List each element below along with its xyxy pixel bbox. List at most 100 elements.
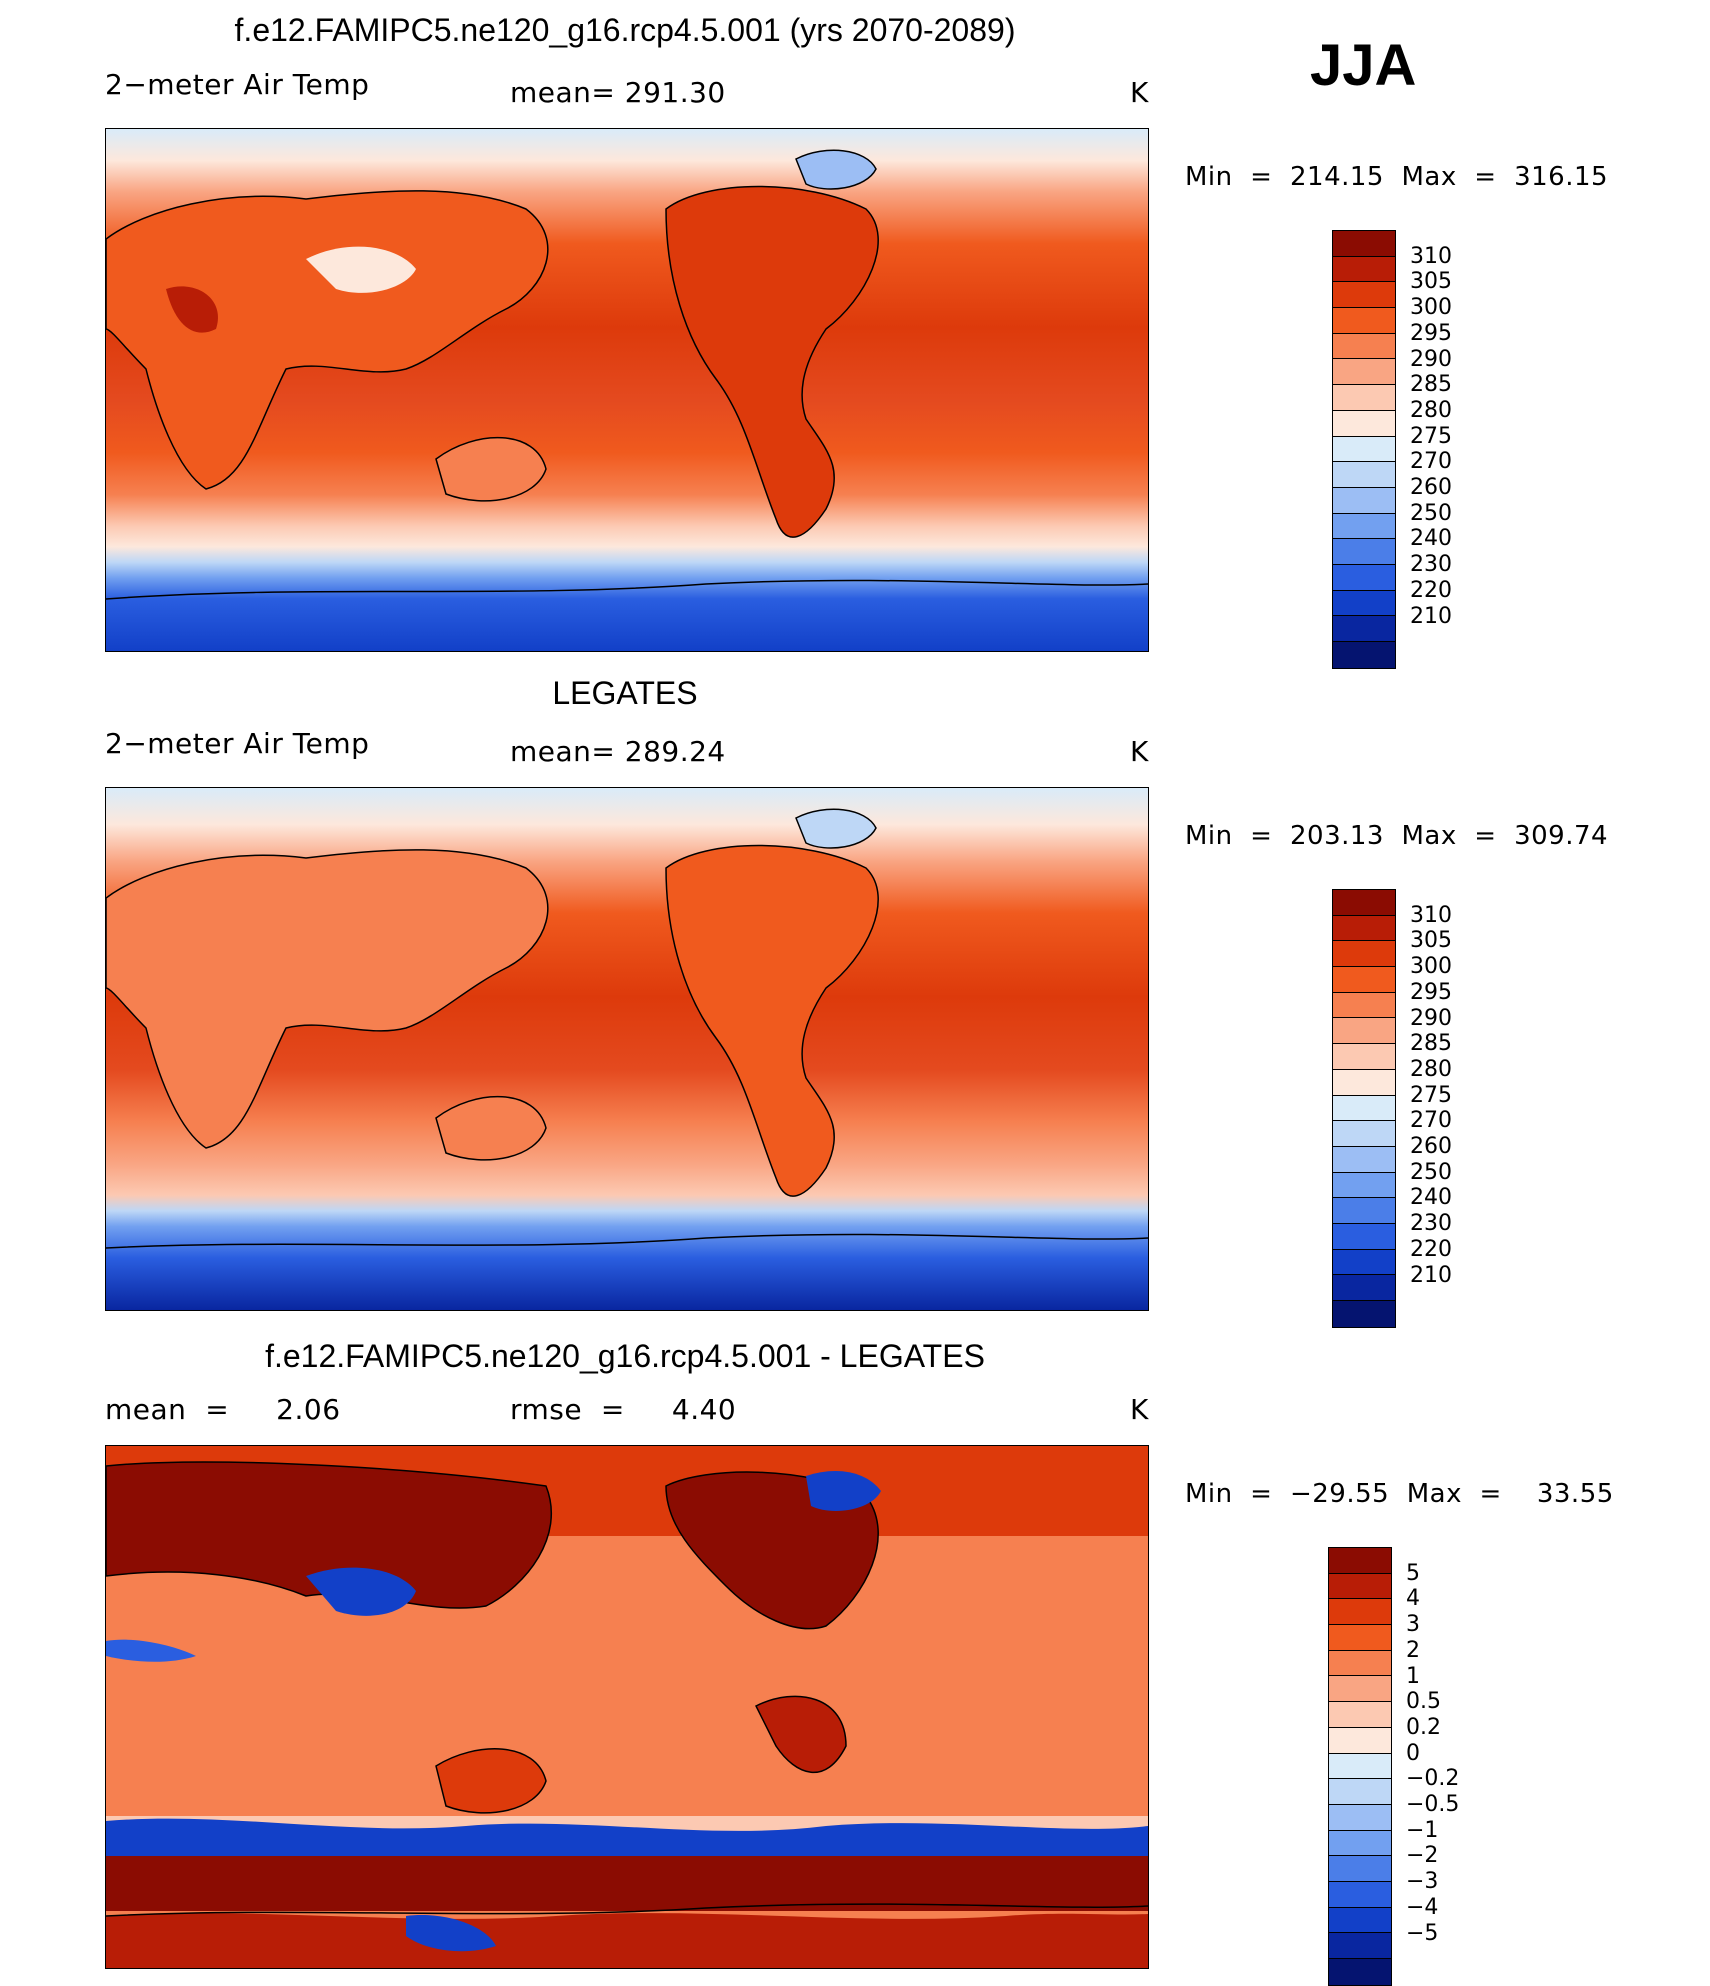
colorbar-tick-label: 3 [1406, 1612, 1420, 1638]
colorbar-swatch [1329, 1676, 1391, 1703]
colorbar-swatch [1333, 1223, 1395, 1250]
panel-3-difference-map [105, 1445, 1149, 1969]
colorbar-tick-label: 295 [1410, 320, 1452, 346]
colorbar-tick-label: −0.2 [1406, 1766, 1460, 1792]
colorbar-tick-label: 305 [1410, 928, 1452, 954]
colorbar-swatch [1329, 1881, 1391, 1908]
colorbar-swatch [1333, 642, 1395, 668]
colorbar-swatch [1333, 1275, 1395, 1301]
colorbar-swatch [1333, 915, 1395, 942]
colorbar-swatch [1333, 1069, 1395, 1096]
colorbar-swatch [1333, 992, 1395, 1019]
colorbar-swatch [1333, 231, 1395, 257]
colorbar-tick-label: −2 [1406, 1843, 1439, 1869]
colorbar-swatch [1333, 1095, 1395, 1122]
colorbar-tick-label: 310 [1410, 243, 1452, 269]
colorbar-tick-label: 210 [1410, 603, 1452, 629]
colorbar-swatch [1329, 1779, 1391, 1805]
colorbar-swatch [1333, 487, 1395, 514]
season-label: JJA [1310, 33, 1417, 98]
colorbar-tick-label: 290 [1410, 346, 1452, 372]
colorbar-tick-label: 280 [1410, 1056, 1452, 1082]
panel-3-mean-label: mean = 2.06 [105, 1393, 341, 1426]
colorbar-swatch [1333, 941, 1395, 968]
panel-3-minmax: Min = −29.55 Max = 33.55 [1185, 1479, 1614, 1509]
colorbar-swatch [1329, 1959, 1391, 1985]
colorbar-swatch [1333, 1121, 1395, 1147]
panel-2-mean-label: mean= 289.24 [510, 735, 726, 768]
panel-2-title: LEGATES [552, 675, 698, 711]
colorbar-tick-label: 260 [1410, 1134, 1452, 1159]
colorbar-swatch [1333, 1198, 1395, 1224]
colorbar-swatch [1333, 410, 1395, 437]
colorbar-tick-label: 270 [1410, 449, 1452, 475]
colorbar-tick-label: 250 [1410, 1159, 1452, 1185]
colorbar-tick-label: 230 [1410, 552, 1452, 578]
colorbar-tick-label: 290 [1410, 1005, 1452, 1031]
colorbar-tick-label: 240 [1410, 1185, 1452, 1211]
colorbar-swatch [1333, 359, 1395, 386]
colorbar-tick-label: 220 [1410, 577, 1452, 603]
colorbar-swatch [1333, 1018, 1395, 1045]
colorbar-tick-label: 5 [1406, 1560, 1420, 1586]
colorbar-tick-label: 0.2 [1406, 1714, 1441, 1740]
panel-3-colorbar [1328, 1547, 1392, 1986]
colorbar-tick-label: 210 [1410, 1262, 1452, 1288]
colorbar-tick-label: −1 [1406, 1817, 1439, 1843]
colorbar-swatch [1333, 890, 1395, 916]
colorbar-swatch [1333, 308, 1395, 334]
colorbar-swatch [1333, 1249, 1395, 1276]
colorbar-tick-label: 4 [1406, 1586, 1420, 1612]
colorbar-swatch [1329, 1599, 1391, 1626]
colorbar-swatch [1333, 1301, 1395, 1327]
colorbar-swatch [1333, 462, 1395, 488]
colorbar-swatch [1333, 616, 1395, 642]
colorbar-swatch [1333, 282, 1395, 309]
colorbar-swatch [1329, 1753, 1391, 1780]
colorbar-swatch [1333, 333, 1395, 360]
colorbar-tick-label: 1 [1406, 1663, 1420, 1689]
colorbar-tick-label: 310 [1410, 902, 1452, 928]
colorbar-tick-label: 300 [1410, 954, 1452, 980]
colorbar-tick-label: 275 [1410, 1082, 1452, 1108]
panel-1-colorbar [1332, 230, 1396, 669]
colorbar-swatch [1329, 1650, 1391, 1677]
colorbar-swatch [1329, 1727, 1391, 1754]
colorbar-swatch [1333, 385, 1395, 411]
colorbar-swatch [1329, 1573, 1391, 1600]
colorbar-tick-label: 275 [1410, 423, 1452, 449]
panel-1-units-label: K [1130, 76, 1149, 109]
colorbar-tick-label: 260 [1410, 475, 1452, 500]
colorbar-tick-label: −5 [1406, 1920, 1439, 1946]
panel-2-colorbar [1332, 889, 1396, 1328]
colorbar-swatch [1333, 967, 1395, 993]
colorbar-tick-label: −3 [1406, 1869, 1439, 1895]
panel-3-title: f.e12.FAMIPC5.ne120_g16.rcp4.5.001 - LEG… [265, 1338, 985, 1374]
colorbar-swatch [1333, 513, 1395, 540]
panel-3-rmse-label: rmse = 4.40 [510, 1393, 737, 1426]
colorbar-tick-label: 250 [1410, 500, 1452, 526]
colorbar-tick-label: 220 [1410, 1236, 1452, 1262]
colorbar-tick-label: 0 [1406, 1740, 1420, 1766]
colorbar-swatch [1333, 436, 1395, 463]
colorbar-tick-label: 240 [1410, 526, 1452, 552]
colorbar-swatch [1329, 1856, 1391, 1882]
colorbar-tick-label: 230 [1410, 1211, 1452, 1237]
panel-1-mean-label: mean= 291.30 [510, 76, 726, 109]
panel-1-minmax: Min = 214.15 Max = 316.15 [1185, 162, 1609, 192]
colorbar-swatch [1329, 1907, 1391, 1934]
colorbar-tick-label: 300 [1410, 295, 1452, 321]
panel-2-observed-temperature-map [105, 787, 1149, 1311]
colorbar-swatch [1333, 256, 1395, 283]
colorbar-swatch [1333, 1146, 1395, 1173]
colorbar-tick-label: 0.5 [1406, 1689, 1441, 1715]
panel-1-title: f.e12.FAMIPC5.ne120_g16.rcp4.5.001 (yrs … [234, 12, 1016, 48]
colorbar-swatch [1333, 590, 1395, 617]
colorbar-tick-label: 305 [1410, 269, 1452, 295]
colorbar-tick-label: 285 [1410, 1031, 1452, 1057]
panel-2-variable-label: 2−meter Air Temp [105, 727, 370, 760]
panel-2-units-label: K [1130, 735, 1149, 768]
colorbar-tick-label: 280 [1410, 397, 1452, 423]
colorbar-tick-label: 285 [1410, 372, 1452, 398]
colorbar-swatch [1333, 1044, 1395, 1070]
